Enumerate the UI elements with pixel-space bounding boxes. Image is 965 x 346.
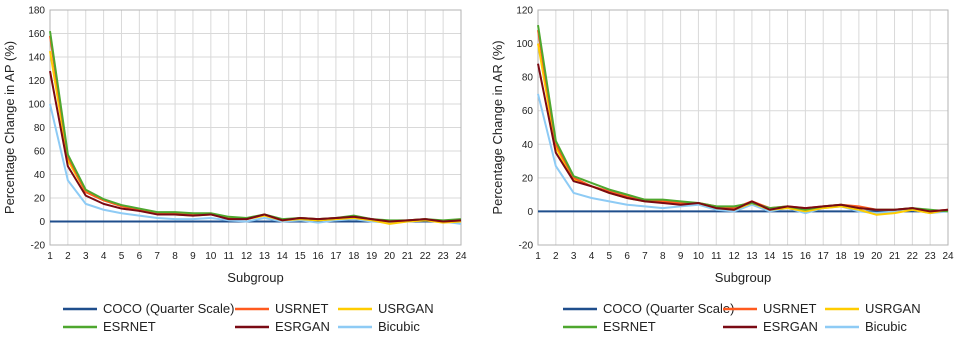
x-tick-label: 13 [259,251,271,262]
x-tick-label: 12 [729,251,741,262]
legend-label-usrgan: USRGAN [865,301,921,316]
legend-label-esrnet: ESRNET [103,319,156,334]
x-tick-label: 10 [205,251,217,262]
y-tick-label: 100 [516,39,533,50]
legend-label-coco-quarter-scale: COCO (Quarter Scale) [103,301,234,316]
x-tick-label: 1 [47,251,53,262]
legend-label-usrnet: USRNET [763,301,817,316]
legend-label-esrnet: ESRNET [603,319,656,334]
x-tick-label: 8 [172,251,178,262]
y-tick-label: 20 [34,194,46,205]
series-line-usrnet [537,29,949,213]
x-tick-label: 14 [764,251,776,262]
x-tick-label: 8 [660,251,666,262]
x-tick-label: 19 [853,251,865,262]
y-axis-label: Percentage Change in AR (%) [490,40,505,214]
series-line-esrnet [537,24,949,213]
x-tick-label: 13 [746,251,758,262]
x-tick-label: 7 [642,251,648,262]
x-tick-label: 3 [83,251,89,262]
x-tick-label: 14 [277,251,289,262]
y-tick-label: 80 [522,73,534,84]
y-tick-label: 120 [28,76,45,87]
x-tick-label: 4 [101,251,107,262]
y-tick-label: 40 [34,170,46,181]
x-tick-label: 23 [925,251,937,262]
series-line-bicubic [537,93,949,215]
x-tick-label: 16 [800,251,812,262]
x-tick-label: 6 [137,251,143,262]
y-tick-label: 40 [522,140,534,151]
x-tick-label: 18 [348,251,360,262]
legend-label-coco-quarter-scale: COCO (Quarter Scale) [603,301,734,316]
y-tick-label: 160 [28,29,45,40]
y-tick-label: 60 [522,106,534,117]
x-tick-label: 21 [402,251,414,262]
x-axis-label: Subgroup [227,270,283,285]
x-tick-label: 5 [119,251,125,262]
y-tick-label: 20 [522,173,534,184]
x-tick-label: 22 [907,251,919,262]
legend-label-bicubic: Bicubic [865,319,907,334]
y-tick-label: 0 [527,207,533,218]
x-tick-label: 2 [553,251,559,262]
series-line-usrnet [49,35,462,223]
x-axis-label: Subgroup [715,270,771,285]
x-tick-label: 16 [312,251,324,262]
x-tick-label: 15 [782,251,794,262]
x-tick-label: 21 [889,251,901,262]
plot-frame [537,9,949,246]
x-tick-label: 5 [607,251,613,262]
x-tick-label: 17 [330,251,342,262]
y-tick-label: -20 [519,241,534,252]
x-tick-label: 10 [693,251,705,262]
x-tick-label: 2 [65,251,71,262]
plot-frame [49,9,462,246]
x-tick-label: 6 [624,251,630,262]
legend-label-esrgan: ESRGAN [275,319,330,334]
y-tick-label: 120 [516,6,533,17]
x-tick-label: 23 [438,251,450,262]
x-tick-label: 1 [535,251,541,262]
x-tick-label: 20 [384,251,396,262]
x-tick-label: 9 [190,251,196,262]
series-line-esrgan [49,70,462,223]
y-tick-label: -20 [31,241,46,252]
legend-label-esrgan: ESRGAN [763,319,818,334]
x-tick-label: 22 [420,251,432,262]
x-tick-label: 7 [154,251,160,262]
y-tick-label: 180 [28,6,45,17]
x-tick-label: 15 [295,251,307,262]
x-tick-label: 24 [942,251,954,262]
legend-label-usrgan: USRGAN [378,301,434,316]
legend-label-bicubic: Bicubic [378,319,420,334]
x-tick-label: 12 [241,251,253,262]
x-tick-label: 11 [711,251,722,262]
x-tick-label: 18 [835,251,847,262]
x-tick-label: 3 [571,251,577,262]
y-tick-label: 100 [28,100,45,111]
x-tick-label: 17 [818,251,830,262]
legend-label-usrnet: USRNET [275,301,329,316]
x-tick-label: 11 [224,251,235,262]
y-axis-label: Percentage Change in AP (%) [2,41,17,214]
y-tick-label: 140 [28,53,45,64]
y-tick-label: 0 [39,217,45,228]
x-tick-label: 24 [455,251,467,262]
x-tick-label: 20 [871,251,883,262]
series-line-esrgan [537,63,949,213]
x-tick-label: 19 [366,251,378,262]
x-tick-label: 4 [589,251,595,262]
series-line-esrnet [49,31,462,222]
x-tick-label: 9 [678,251,684,262]
y-tick-label: 80 [34,123,46,134]
y-tick-label: 60 [34,147,46,158]
